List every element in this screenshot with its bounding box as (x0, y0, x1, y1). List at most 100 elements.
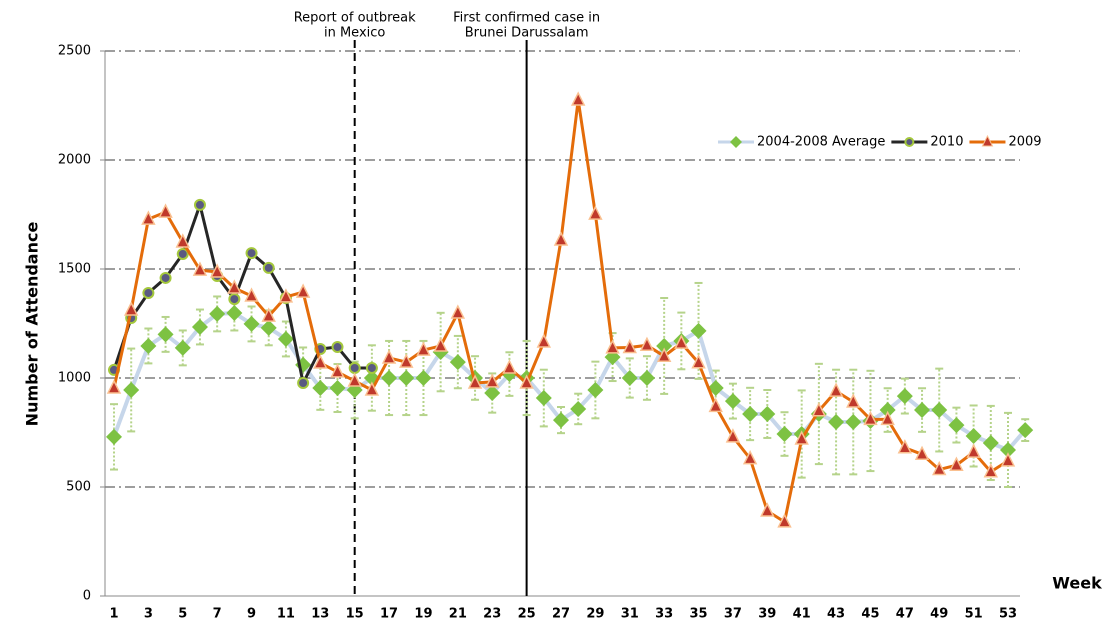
error-bar (814, 362, 823, 466)
marker (776, 426, 793, 443)
marker (262, 261, 275, 274)
marker (570, 91, 586, 106)
error-bar (866, 369, 875, 473)
marker (209, 263, 225, 278)
marker (485, 373, 500, 388)
x-tick-label: 1 (109, 607, 118, 622)
x-tick-label: 21 (449, 607, 467, 622)
marker (502, 359, 517, 374)
marker (553, 231, 569, 246)
marker (760, 502, 775, 517)
x-tick-label: 9 (247, 607, 256, 622)
x-tick-label: 17 (380, 607, 398, 622)
marker (588, 205, 603, 220)
annotation-text: Report of outbreak (294, 11, 416, 26)
marker (622, 338, 637, 354)
error-bar (660, 296, 669, 395)
legend-label: 2009 (1008, 135, 1041, 150)
error-bar (969, 404, 978, 468)
x-axis-label: Week (1052, 574, 1102, 593)
marker (535, 390, 552, 407)
error-bar (436, 311, 445, 393)
marker (656, 337, 673, 354)
legend-marker (981, 134, 994, 147)
marker (193, 198, 206, 211)
y-tick-label: 1500 (58, 262, 91, 277)
marker (141, 210, 156, 225)
marker (364, 381, 380, 396)
error-bar (1021, 418, 1030, 443)
marker (277, 330, 294, 347)
legend-label: 2010 (930, 135, 963, 150)
marker (759, 405, 776, 422)
marker (553, 412, 569, 429)
x-tick-label: 25 (518, 607, 536, 622)
marker (261, 307, 276, 322)
x-tick-label: 47 (896, 607, 914, 622)
marker (297, 377, 310, 390)
x-tick-label: 45 (861, 607, 879, 622)
marker (965, 427, 982, 444)
marker (691, 354, 706, 369)
marker (399, 353, 414, 368)
error-bar (746, 386, 755, 442)
marker (174, 339, 191, 356)
x-tick-label: 39 (758, 607, 776, 622)
marker (863, 410, 878, 426)
marker (295, 283, 311, 298)
x-tick-label: 23 (483, 607, 501, 622)
marker (449, 354, 466, 371)
marker (433, 337, 448, 352)
marker (123, 381, 140, 398)
marker (140, 337, 157, 354)
marker (243, 315, 260, 332)
y-tick-label: 0 (83, 589, 91, 604)
marker (415, 370, 432, 386)
marker (157, 326, 174, 343)
marker (227, 279, 242, 294)
marker (416, 341, 431, 356)
marker (142, 286, 155, 299)
marker (228, 293, 241, 306)
marker (348, 361, 361, 374)
marker (621, 370, 638, 386)
marker (914, 402, 931, 419)
marker (175, 233, 190, 248)
y-axis-label: Number of Attendance (23, 222, 42, 427)
error-bar (694, 281, 703, 380)
marker (450, 304, 466, 319)
y-tick-label: 1000 (58, 371, 91, 386)
x-tick-label: 19 (414, 607, 432, 622)
error-bar (763, 388, 772, 439)
marker (484, 385, 501, 402)
marker (949, 456, 964, 471)
error-bar (574, 392, 583, 426)
marker (312, 380, 329, 397)
marker (1000, 441, 1016, 458)
series-line (112, 311, 1027, 452)
marker (932, 460, 947, 476)
marker (365, 361, 378, 374)
marker (794, 430, 809, 445)
marker (381, 349, 397, 364)
marker (828, 382, 844, 397)
x-tick-label: 29 (586, 607, 604, 622)
marker (245, 247, 258, 260)
marker (467, 374, 483, 389)
marker (398, 370, 415, 386)
marker (742, 405, 759, 422)
marker (846, 393, 861, 408)
marker (707, 380, 724, 397)
marker (260, 319, 277, 336)
marker (519, 374, 534, 389)
marker (811, 402, 827, 417)
marker (192, 261, 208, 276)
marker (330, 363, 345, 378)
error-bar (797, 389, 806, 479)
marker (123, 301, 139, 316)
marker (845, 414, 862, 431)
marker (983, 463, 999, 478)
marker (674, 334, 689, 349)
marker (536, 333, 552, 348)
